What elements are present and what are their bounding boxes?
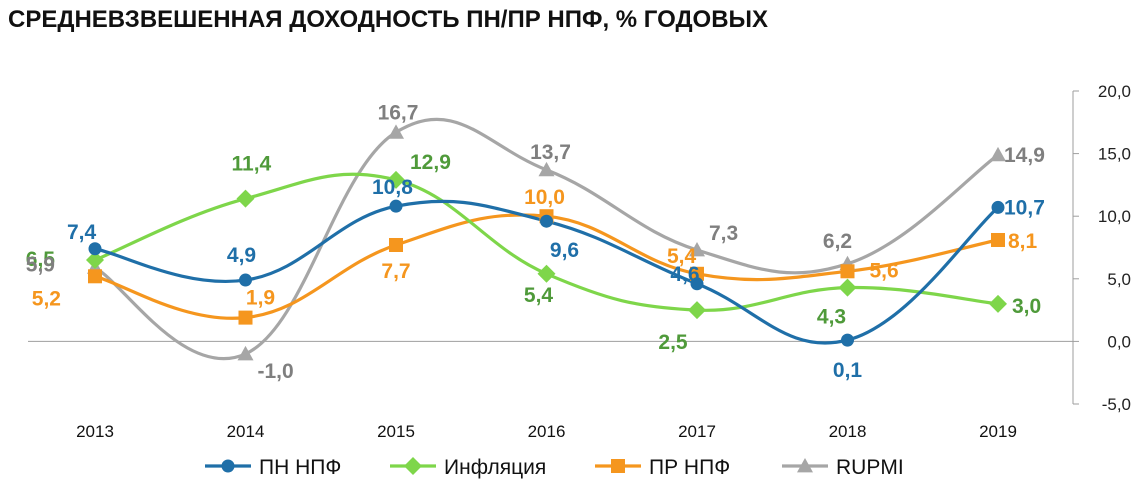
legend-item: ПР НПФ bbox=[595, 456, 730, 479]
legend-marker-triangle bbox=[797, 458, 813, 473]
marker-triangle bbox=[538, 161, 555, 177]
x-tick-label: 2013 bbox=[76, 422, 114, 441]
y-tick-label: 10,0 bbox=[1098, 207, 1131, 226]
y-tick-label: 0,0 bbox=[1107, 332, 1131, 351]
legend-label: Инфляция bbox=[444, 456, 546, 479]
data-label: -1,0 bbox=[258, 360, 294, 383]
data-label: 2,5 bbox=[658, 331, 688, 354]
marker-triangle bbox=[990, 146, 1006, 162]
data-label: 10,7 bbox=[1004, 196, 1045, 219]
marker-triangle bbox=[388, 124, 404, 139]
data-label: 1,9 bbox=[246, 287, 275, 310]
data-label: 10,0 bbox=[524, 186, 565, 209]
data-label: 3,0 bbox=[1012, 295, 1041, 318]
x-tick-label: 2015 bbox=[377, 422, 415, 441]
marker-diamond bbox=[989, 294, 1007, 313]
chart-title: СРЕДНЕВЗВЕШЕННАЯ ДОХОДНОСТЬ ПН/ПР НПФ, %… bbox=[8, 6, 769, 33]
marker-triangle bbox=[689, 242, 705, 257]
marker-square bbox=[690, 266, 704, 281]
y-tick-label: -5,0 bbox=[1102, 395, 1131, 414]
x-tick-label: 2014 bbox=[227, 422, 265, 441]
data-labels: 7,4 4,9 10,8 9,6 4,6 0,1 10,7 6,5 11,4 12,9 5,4 2,5… bbox=[26, 101, 1045, 383]
data-label: 11,4 bbox=[232, 153, 272, 176]
y-tick-label: 5,0 bbox=[1107, 270, 1131, 289]
data-label: 13,7 bbox=[530, 141, 571, 164]
marker-square bbox=[991, 232, 1005, 247]
marker-square bbox=[389, 237, 403, 252]
marker-circle bbox=[239, 273, 252, 287]
marker-circle bbox=[88, 242, 102, 256]
marker-triangle bbox=[237, 345, 254, 361]
data-label: 5,6 bbox=[870, 259, 899, 282]
marker-circle bbox=[389, 199, 403, 213]
data-label: 7,7 bbox=[381, 260, 410, 283]
legend-item: RUPMI bbox=[782, 456, 904, 479]
y-tick-label: 20,0 bbox=[1098, 82, 1131, 101]
marker-circle bbox=[991, 200, 1005, 214]
data-label: 6,5 bbox=[26, 248, 56, 271]
marker-square bbox=[238, 310, 253, 325]
data-label: 5,9 bbox=[26, 254, 55, 277]
marker-diamond bbox=[86, 251, 104, 270]
legend-item: Инфляция bbox=[390, 456, 546, 479]
series-markers bbox=[86, 124, 1007, 361]
data-label: 6,2 bbox=[823, 230, 852, 253]
data-label: 10,8 bbox=[372, 176, 413, 199]
data-label: 12,9 bbox=[410, 151, 451, 174]
data-label: 16,7 bbox=[378, 101, 419, 124]
y-tick-label: 15,0 bbox=[1098, 145, 1131, 164]
marker-diamond bbox=[537, 264, 556, 283]
legend-item: ПН НПФ bbox=[205, 456, 341, 479]
x-tick-label: 2018 bbox=[829, 422, 867, 441]
legend-marker-diamond bbox=[404, 457, 422, 475]
marker-circle bbox=[690, 277, 704, 291]
data-label: 8,1 bbox=[1008, 230, 1038, 253]
x-tick-label: 2019 bbox=[979, 422, 1017, 441]
data-label: 5,2 bbox=[32, 287, 61, 310]
data-label: 5,4 bbox=[524, 284, 554, 307]
legend: ПН НПФ Инфляция ПР НПФ RUPMI bbox=[205, 456, 904, 479]
legend-label: ПН НПФ bbox=[259, 456, 341, 479]
data-label: 4,6 bbox=[670, 263, 699, 286]
data-label: 7,4 bbox=[67, 221, 97, 244]
marker-square bbox=[840, 264, 855, 279]
legend-label: ПР НПФ bbox=[649, 456, 730, 479]
x-tick-label: 2016 bbox=[528, 422, 566, 441]
data-label: 4,3 bbox=[817, 306, 846, 329]
marker-diamond bbox=[236, 189, 255, 208]
marker-diamond bbox=[838, 278, 857, 297]
marker-circle bbox=[841, 333, 854, 347]
legend-label: RUPMI bbox=[836, 456, 904, 479]
axes: 20,0 15,0 10,0 5,0 0,0 -5,0 2013 2014 2015 2016 20… bbox=[28, 82, 1131, 441]
marker-circle bbox=[540, 214, 553, 228]
data-label: 7,3 bbox=[709, 222, 738, 245]
data-label: 14,9 bbox=[1004, 144, 1045, 167]
legend-marker-square bbox=[611, 459, 625, 473]
marker-diamond bbox=[387, 170, 405, 189]
marker-square bbox=[88, 269, 102, 284]
data-label: 5,4 bbox=[667, 245, 697, 268]
x-tick-label: 2017 bbox=[678, 422, 716, 441]
data-label: 0,1 bbox=[833, 359, 863, 382]
legend-marker-circle bbox=[221, 459, 235, 473]
marker-diamond bbox=[688, 301, 706, 320]
data-label: 4,9 bbox=[227, 244, 256, 267]
data-label: 9,6 bbox=[550, 239, 579, 262]
